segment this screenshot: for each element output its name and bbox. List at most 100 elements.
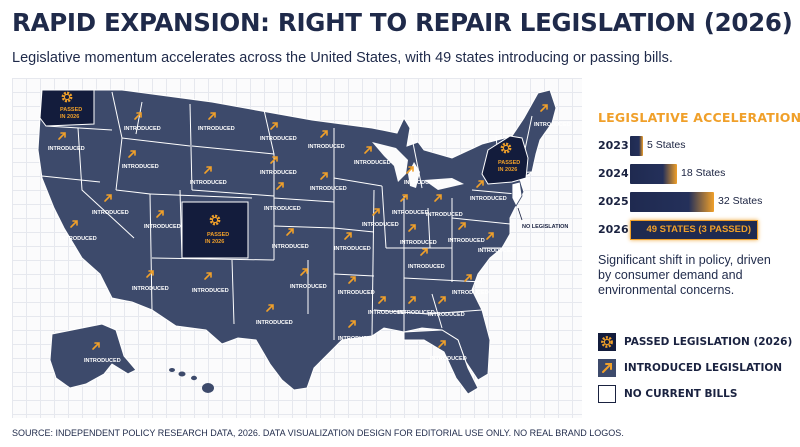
marker-indiana: INTRODUCED bbox=[392, 194, 429, 216]
marker-southcarolina: INTRODUCED bbox=[452, 274, 489, 296]
marker-kentucky: INTRODUCED bbox=[400, 224, 437, 246]
legend-passed-swatch bbox=[598, 333, 616, 351]
svg-text:INTRODUCED: INTRODUCED bbox=[60, 236, 97, 242]
svg-text:INTRODUCED: INTRODUCED bbox=[470, 196, 507, 202]
bar-2023 bbox=[630, 136, 643, 156]
legend-passed-label: PASSED LEGISLATION (2026) bbox=[624, 336, 793, 348]
marker-wisconsin: INTRODUCED bbox=[354, 146, 391, 166]
svg-text:INTRODUCED: INTRODUCED bbox=[368, 310, 405, 316]
marker-mississippi: INTRODUCED bbox=[368, 296, 405, 316]
page-subtitle: Legislative momentum accelerates across … bbox=[12, 50, 673, 66]
legend-none-label: NO CURRENT BILLS bbox=[624, 388, 738, 400]
great-lakes bbox=[372, 142, 464, 190]
us-map: INTRODUCED INTRODUCED INTRODUCED INTRODU… bbox=[12, 78, 582, 418]
svg-text:INTRODUCED: INTRODUCED bbox=[290, 284, 327, 290]
gear-icon bbox=[601, 336, 613, 348]
bar-year: 2024 bbox=[598, 167, 629, 180]
svg-text:IN 2026: IN 2026 bbox=[205, 239, 224, 245]
svg-text:INTRODUCED: INTRODUCED bbox=[338, 290, 375, 296]
source-note: SOURCE: INDEPENDENT POLICY RESEARCH DATA… bbox=[12, 428, 624, 438]
marker-westvirginia: INTRODUCED bbox=[334, 232, 371, 252]
marker-california: INTRODUCED bbox=[60, 220, 97, 242]
svg-text:INTRODUCED: INTRODUCED bbox=[192, 288, 229, 294]
bar-2026: 49 STATES (3 PASSED) bbox=[630, 220, 758, 240]
svg-text:INTRODUCED: INTRODUCED bbox=[448, 238, 485, 244]
legend-none-swatch bbox=[598, 385, 616, 403]
marker-maine: INTRODUCED bbox=[534, 104, 571, 128]
marker-montana: INTRODUCED bbox=[198, 112, 235, 132]
marker-missouri: INTRODUCED bbox=[362, 208, 399, 228]
svg-text:PASSED: PASSED bbox=[498, 160, 520, 166]
state-newjersey-none bbox=[511, 181, 523, 207]
page-title: RAPID EXPANSION: RIGHT TO REPAIR LEGISLA… bbox=[12, 8, 793, 37]
marker-northdakota: INTRODUCED bbox=[260, 122, 297, 142]
legend-introduced-label: INTRODUCED LEGISLATION bbox=[624, 362, 783, 374]
svg-text:INTRODUCED: INTRODUCED bbox=[122, 164, 159, 170]
marker-florida: INTRODUCED bbox=[430, 340, 467, 362]
svg-text:INTRODUCED: INTRODUCED bbox=[408, 264, 445, 270]
arrow-up-right-icon bbox=[602, 363, 612, 373]
marker-michigan: INTRODUCED bbox=[404, 166, 441, 186]
svg-text:INTRODUCED: INTRODUCED bbox=[272, 244, 309, 250]
svg-text:INTRODUCED: INTRODUCED bbox=[144, 224, 181, 230]
no-legislation-callout: NO LEGISLATION bbox=[517, 207, 568, 230]
svg-text:INTRODUCED: INTRODUCED bbox=[338, 336, 375, 342]
marker-louisiana: INTRODUCED bbox=[338, 320, 375, 342]
marker-nebraska: INTRODUCED bbox=[190, 166, 227, 186]
svg-text:INTRODUCED: INTRODUCED bbox=[92, 210, 129, 216]
svg-text:INTRODUCED: INTRODUCED bbox=[362, 222, 399, 228]
marker-southdakota: INTRODUCED bbox=[260, 156, 297, 176]
marker-pennsylvania: INTRODUCED bbox=[470, 180, 507, 202]
marker-alabama: INTRODUCED bbox=[398, 296, 435, 316]
bar-label-2026: 49 STATES (3 PASSED) bbox=[646, 224, 751, 235]
svg-text:INTRODUCED: INTRODUCED bbox=[84, 358, 121, 364]
marker-oklahoma: INTRODUCED bbox=[290, 268, 327, 290]
marker-texas: INTRODUCED bbox=[256, 304, 293, 326]
svg-text:INTRODUCED: INTRODUCED bbox=[354, 160, 391, 166]
marker-utah: INTRODUCED bbox=[144, 210, 181, 230]
svg-text:INTRODUCED: INTRODUCED bbox=[430, 356, 467, 362]
marker-nevada: INTRODUCED bbox=[92, 194, 129, 216]
svg-text:INTRODUCED: INTRODUCED bbox=[334, 246, 371, 252]
marker-arkansas: INTRODUCED bbox=[338, 276, 375, 296]
marker-oregon: INTRODUCED bbox=[48, 132, 85, 152]
state-colorado-passed bbox=[181, 201, 249, 259]
state-florida bbox=[403, 329, 479, 395]
svg-text:INTRODUCED: INTRODUCED bbox=[190, 180, 227, 186]
svg-text:NO LEGISLATION: NO LEGISLATION bbox=[522, 224, 568, 230]
svg-text:INTRODUCED: INTRODUCED bbox=[260, 170, 297, 176]
svg-text:INTRODUCED: INTRODUCED bbox=[452, 290, 489, 296]
svg-text:INTRODUCED: INTRODUCED bbox=[400, 240, 437, 246]
us-mainland bbox=[37, 89, 557, 391]
marker-iowa: INTRODUCED bbox=[310, 172, 347, 192]
passed-marker-washington: PASSED IN 2026 bbox=[60, 91, 82, 120]
svg-text:INTRODUCED: INTRODUCED bbox=[428, 312, 465, 318]
panel-note: Significant shift in policy, driven by c… bbox=[598, 253, 771, 297]
marker-georgia: INTRODUCED bbox=[428, 296, 465, 318]
svg-text:PASSED: PASSED bbox=[60, 107, 82, 113]
bar-2024 bbox=[630, 164, 677, 184]
legend-introduced-swatch bbox=[598, 359, 616, 377]
marker-newmexico: INTRODUCED bbox=[192, 272, 229, 294]
bar-label: 32 States bbox=[718, 195, 763, 207]
svg-text:INTRODUCED: INTRODUCED bbox=[198, 126, 235, 132]
marker-ohio: INTRODUCED bbox=[426, 194, 463, 218]
svg-text:INTRODUCED: INTRODUCED bbox=[256, 320, 293, 326]
svg-text:IN 2026: IN 2026 bbox=[60, 114, 79, 120]
passed-marker-newyork: PASSED IN 2026 bbox=[498, 142, 520, 173]
bar-year: 2026 bbox=[598, 223, 629, 236]
marker-kansas: INTRODUCED bbox=[272, 228, 309, 250]
svg-text:INTRODUCED: INTRODUCED bbox=[308, 144, 345, 150]
svg-text:INTRODUCED: INTRODUCED bbox=[404, 180, 441, 186]
svg-text:INTRODUCED: INTRODUCED bbox=[260, 136, 297, 142]
bar-year: 2023 bbox=[598, 139, 629, 152]
bar-label: 18 States bbox=[681, 167, 726, 179]
svg-text:INTRODUCED: INTRODUCED bbox=[310, 186, 347, 192]
bar-label: 5 States bbox=[647, 139, 686, 151]
passed-marker-colorado: PASSED IN 2026 bbox=[205, 214, 229, 245]
state-hawaii bbox=[169, 368, 214, 393]
introduced-markers: INTRODUCED INTRODUCED INTRODUCED INTRODU… bbox=[48, 104, 571, 364]
bar-year: 2025 bbox=[598, 195, 629, 208]
svg-text:INTRODUCED: INTRODUCED bbox=[392, 210, 429, 216]
svg-text:INTRODUCED: INTRODUCED bbox=[426, 212, 463, 218]
